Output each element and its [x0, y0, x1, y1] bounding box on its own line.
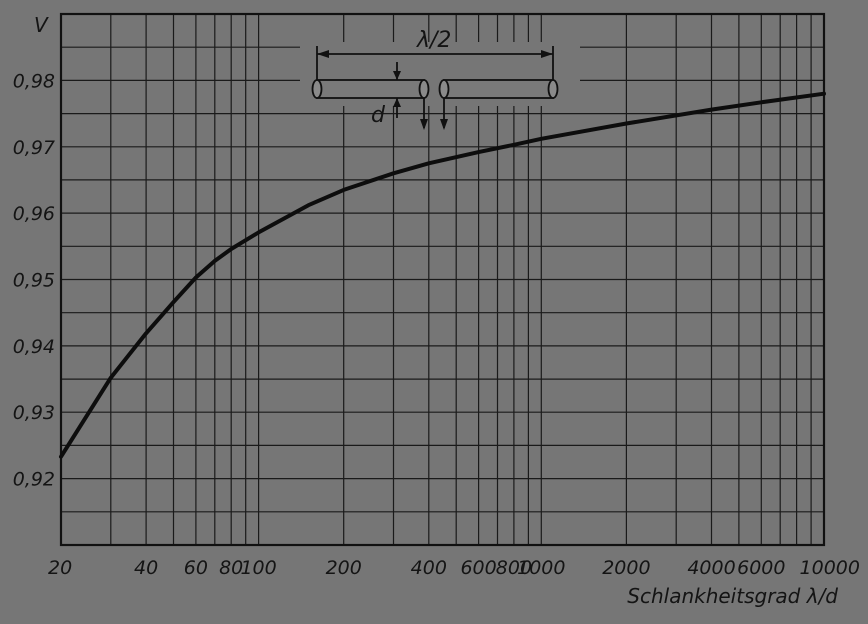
x-tick-label: 200: [326, 557, 362, 579]
x-tick-label: 6000: [737, 557, 785, 579]
diameter-label: d: [371, 103, 386, 128]
y-axis-label: V: [34, 13, 49, 37]
diameter-arrow-down-icon: [393, 71, 401, 80]
left-rod-feed-end: [418, 79, 430, 99]
arrow-left-icon: [317, 50, 329, 58]
dipole-diagram: λ/2 d: [300, 28, 580, 130]
y-tick-label: 0,97: [13, 137, 55, 159]
feed-arrow-right-icon: [440, 119, 448, 130]
left-dipole-rod: [316, 79, 425, 99]
x-tick-label: 10000: [800, 557, 860, 579]
right-dipole-rod: [443, 79, 554, 99]
plot-frame: [59, 12, 826, 547]
y-tick-label: 0,95: [13, 270, 55, 292]
right-rod-end: [547, 79, 559, 99]
y-tick-label: 0,98: [13, 70, 55, 92]
x-tick-label: 40: [134, 557, 158, 579]
efficiency-curve: [59, 91, 826, 459]
x-tick-label: 60: [184, 557, 208, 579]
diameter-arrow-up-icon: [393, 98, 401, 107]
x-tick-label: 800: [496, 557, 532, 579]
x-tick-label: 100: [240, 557, 276, 579]
feed-arrow-left-icon: [420, 119, 428, 130]
x-axis-label: Schlankheitsgrad λ/d: [627, 584, 838, 608]
x-tick-label: 20: [48, 557, 72, 579]
y-tick-label: 0,96: [13, 203, 55, 225]
x-tick-label: 1000: [517, 557, 565, 579]
y-tick-label: 0,92: [13, 469, 55, 491]
y-tick-label: 0,94: [13, 336, 55, 358]
x-tick-label: 400: [411, 557, 447, 579]
right-rod-feed-end: [438, 79, 450, 99]
y-tick-label: 0,93: [13, 402, 55, 424]
arrow-right-icon: [541, 50, 553, 58]
half-wavelength-label: λ/2: [416, 28, 451, 53]
x-tick-label: 600: [460, 557, 496, 579]
x-tick-label: 4000: [687, 557, 735, 579]
left-rod-end: [311, 79, 323, 99]
x-tick-label: 80: [219, 557, 243, 579]
x-tick-label: 2000: [602, 557, 650, 579]
